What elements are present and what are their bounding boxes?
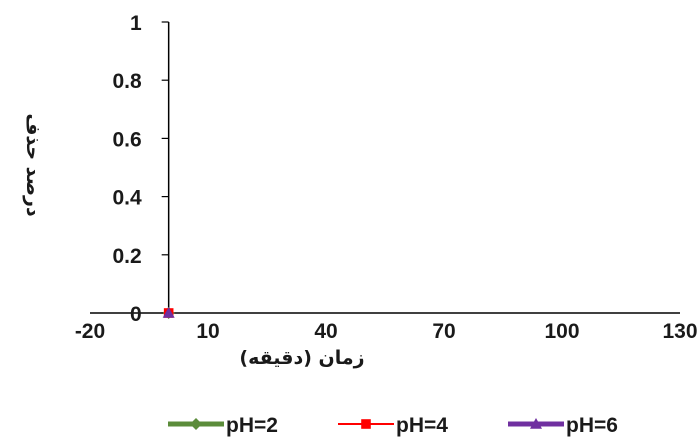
x-tick-label: 70 (432, 320, 455, 343)
legend-marker (530, 418, 542, 429)
y-tick-label: 0 (130, 303, 142, 326)
legend-item-3: pH=6 (508, 414, 618, 437)
y-axis-title: درصد حذف (22, 113, 44, 217)
x-tick-label: -20 (75, 320, 105, 343)
y-tick-labels: 0 0.2 0.4 0.6 0.8 1 (112, 12, 169, 326)
legend-marker (190, 418, 202, 430)
legend: pH=2 pH=4 pH=6 (168, 414, 618, 437)
y-tick-label: 0.2 (112, 245, 141, 268)
legend-item-1: pH=2 (168, 414, 278, 437)
x-tick-label: 10 (196, 320, 219, 343)
y-tick-label: 0.6 (112, 128, 141, 151)
x-axis-title: زمان (دقیقه) (239, 347, 364, 369)
axes (90, 22, 680, 314)
legend-label: pH=4 (396, 414, 448, 437)
y-tick-label: 0.8 (112, 70, 142, 93)
data-point (162, 307, 175, 318)
x-tick-label: 100 (544, 320, 579, 343)
series-layer (162, 307, 175, 319)
y-tick-label: 1 (130, 12, 142, 35)
y-tick-label: 0.4 (112, 187, 142, 210)
legend-item-2: pH=4 (338, 414, 448, 437)
x-tick-labels: -20 10 40 70 100 130 (75, 320, 698, 343)
legend-label: pH=6 (566, 414, 618, 437)
series-3 (162, 307, 175, 318)
x-tick-label: 130 (662, 320, 697, 343)
legend-marker (361, 419, 371, 429)
x-tick-label: 40 (314, 320, 337, 343)
legend-label: pH=2 (226, 414, 278, 437)
